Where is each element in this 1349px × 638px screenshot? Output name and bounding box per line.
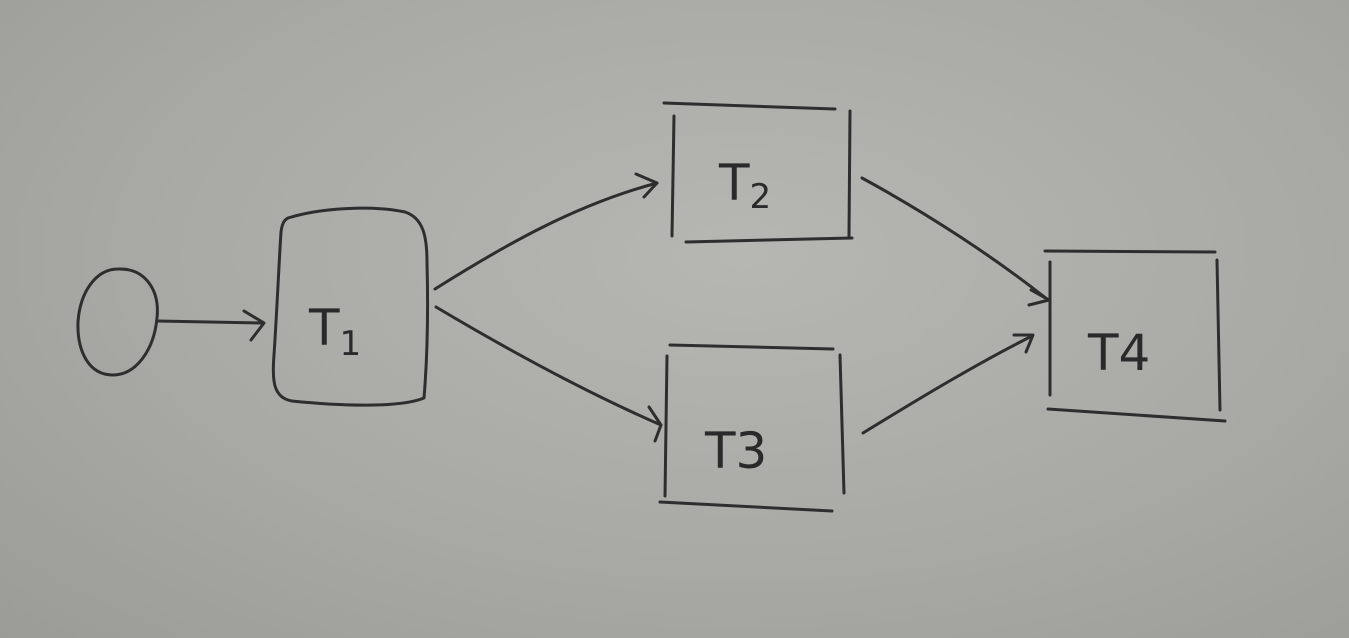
edge-t1-t2-arrowhead [634,172,659,199]
edge-t3-t4-line [861,334,1034,435]
node-t1-label: T1 [308,299,361,364]
edge-t1-t2-line [433,181,659,291]
node-t4-box [1043,249,1227,423]
node-t2: T2 [662,101,854,244]
node-t1-box [271,206,430,407]
edge-t1-t3-arrowhead [647,405,663,443]
node-t2-label: T2 [718,154,771,217]
node-t3-label: T3 [704,422,767,480]
edge-t2-t4-line [860,176,1049,301]
node-t1: T1 [271,206,430,407]
node-t2-label-main: T [718,154,750,212]
edge-start-t1-arrowhead [242,309,266,342]
edge-start-t1-line [155,319,264,325]
edge-t3-t4-arrowhead [1012,333,1035,354]
edge-t2-t4-arrowhead [1027,288,1051,307]
start-circle [76,267,159,377]
start-node [76,267,159,377]
edge-t1-t2 [433,172,659,291]
edge-t2-t4 [860,176,1051,307]
node-t2-label-sub: 2 [750,177,772,217]
node-t1-label-sub: 1 [340,324,362,364]
edge-t3-t4 [861,333,1035,435]
edge-t1-t3 [434,305,663,443]
node-t4-label: T4 [1087,324,1150,382]
node-t1-label-main: T [308,299,340,357]
node-t4: T4 [1043,249,1227,423]
edge-t1-t3-line [434,305,663,427]
node-t3-box [658,343,846,513]
node-t3: T3 [658,343,846,513]
edge-start-t1 [155,309,266,342]
node-t2-box [662,101,854,244]
